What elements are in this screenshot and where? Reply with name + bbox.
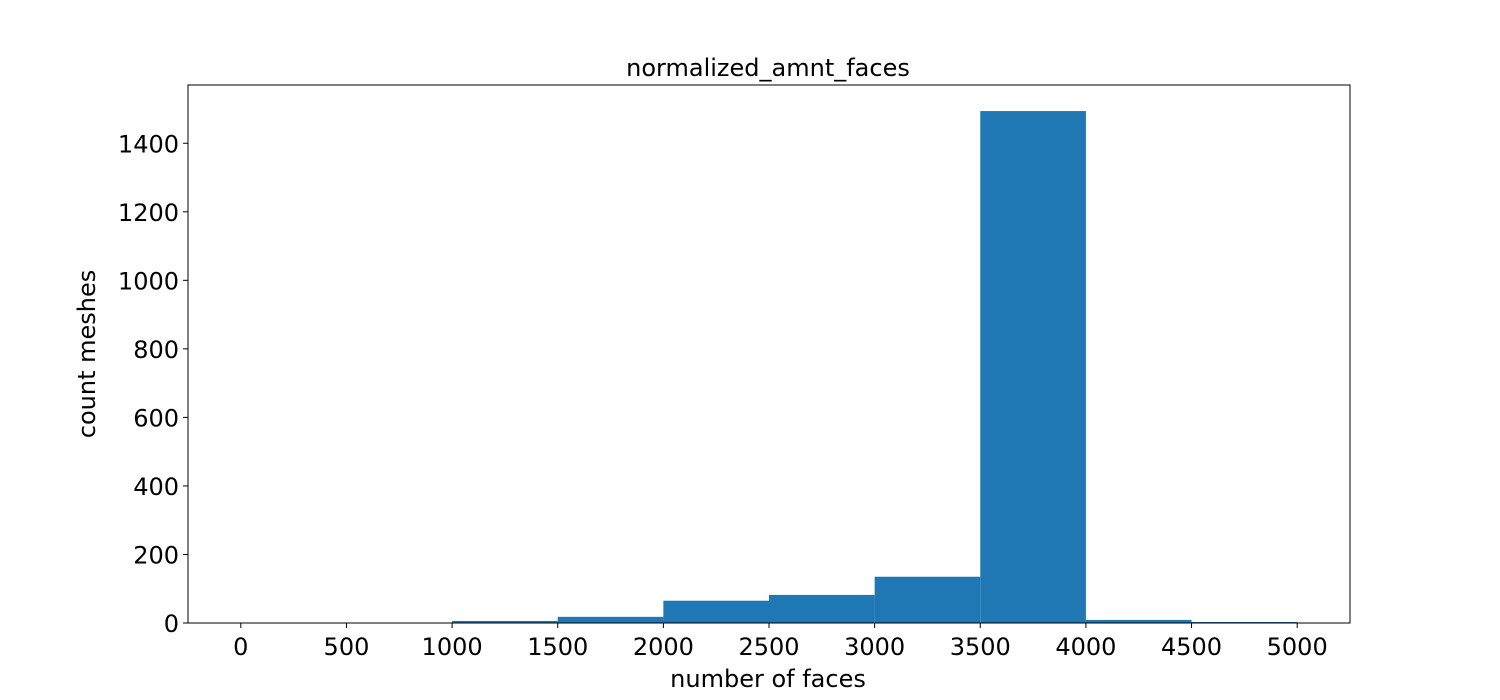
x-tick-label: 500 (324, 633, 370, 661)
x-tick-label: 4500 (1161, 633, 1222, 661)
y-tick-label: 400 (133, 473, 179, 501)
histogram-bar-2000-2500 (663, 600, 769, 623)
y-tick-label: 1200 (118, 199, 179, 227)
y-tick-label: 600 (133, 404, 179, 432)
histogram-bar-2500-3000 (769, 594, 875, 623)
x-tick-label: 1000 (422, 633, 483, 661)
x-tick-label: 0 (233, 633, 248, 661)
y-axis-label: count meshes (73, 270, 101, 438)
y-tick-label: 200 (133, 541, 179, 569)
histogram-bar-1000-1500 (452, 620, 558, 623)
histogram-bar-4000-4500 (1085, 619, 1192, 623)
y-axis-ticks: 0 200 400 600 800 1000 1200 1400 (118, 130, 188, 638)
x-tick-label: 2500 (738, 633, 799, 661)
x-tick-label: 2000 (633, 633, 694, 661)
y-tick-label: 1000 (118, 267, 179, 295)
x-tick-label: 3500 (950, 633, 1011, 661)
y-tick-label: 800 (133, 336, 179, 364)
histogram-bar-3500-4000 (980, 111, 1086, 624)
histogram-bar-1500-2000 (557, 616, 664, 623)
x-tick-label: 1500 (527, 633, 588, 661)
bars-group (452, 111, 1298, 624)
chart-title: normalized_amnt_faces (626, 54, 910, 82)
x-axis-label: number of faces (670, 665, 866, 693)
x-tick-label: 5000 (1267, 633, 1328, 661)
y-tick-label: 1400 (118, 130, 179, 158)
histogram-bar-4500-5000 (1191, 621, 1298, 623)
x-axis-ticks: 0 500 1000 1500 2000 2500 3000 3500 4000 4500 5000 (233, 623, 1328, 661)
x-tick-label: 3000 (844, 633, 905, 661)
y-tick-label: 0 (164, 610, 179, 638)
x-tick-label: 4000 (1055, 633, 1116, 661)
plot-area-frame (187, 84, 1351, 624)
histogram-bar-3000-3500 (874, 576, 981, 623)
